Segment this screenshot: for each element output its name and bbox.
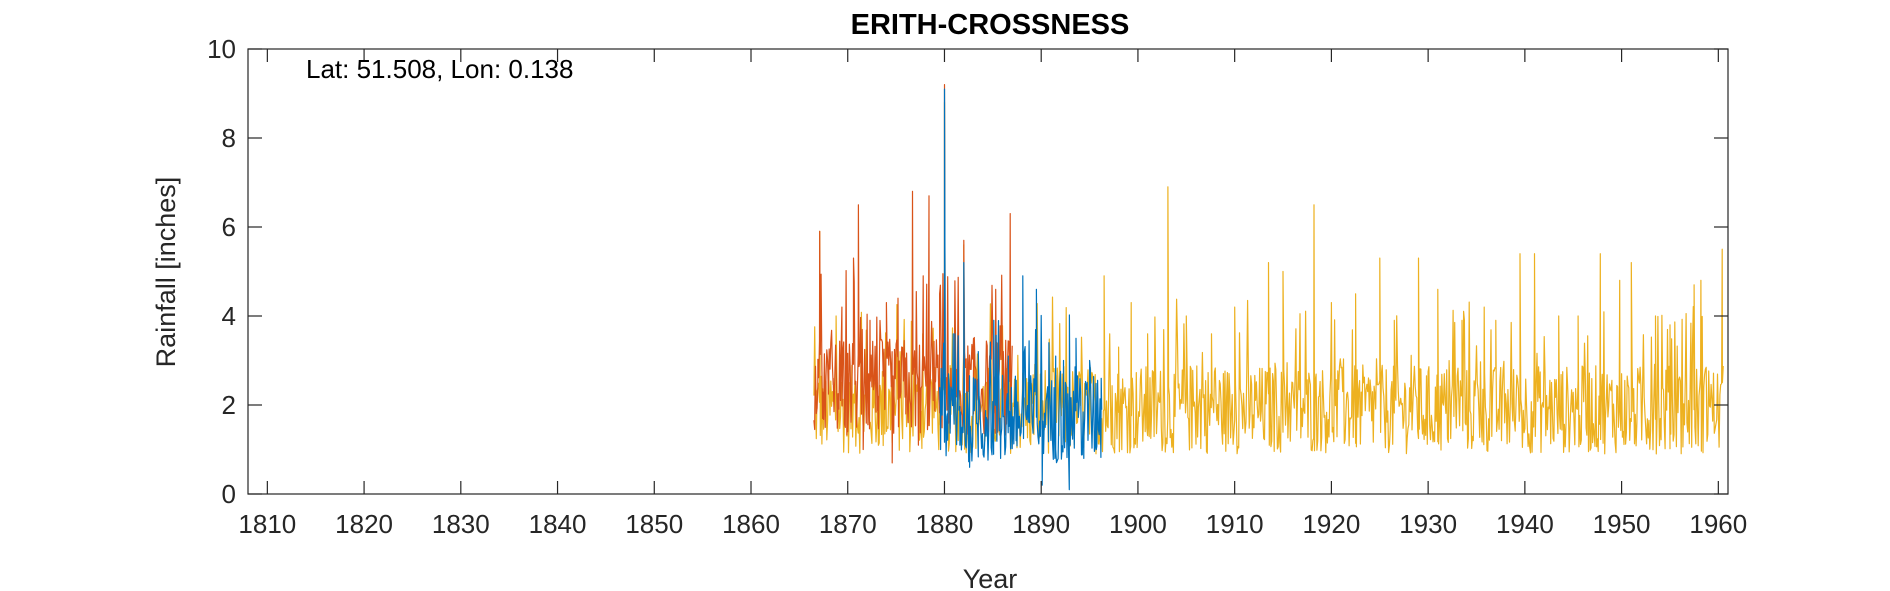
plot-area bbox=[813, 84, 1724, 491]
x-tick-label: 1810 bbox=[238, 509, 296, 539]
y-tick-label: 2 bbox=[222, 390, 236, 420]
y-axis: 0 2 4 6 8 10 bbox=[207, 34, 1728, 509]
axes-box bbox=[247, 48, 1729, 495]
x-tick-label: 1930 bbox=[1399, 509, 1457, 539]
x-tick-label: 1860 bbox=[722, 509, 780, 539]
x-tick-label: 1900 bbox=[1109, 509, 1167, 539]
x-tick-label: 1940 bbox=[1496, 509, 1554, 539]
x-tick-label: 1820 bbox=[335, 509, 393, 539]
y-tick-label: 0 bbox=[222, 479, 236, 509]
y-tick-label: 10 bbox=[207, 34, 236, 64]
x-tick-label: 1830 bbox=[432, 509, 490, 539]
series-line bbox=[939, 88, 1103, 491]
x-tick-label: 1890 bbox=[1012, 509, 1070, 539]
x-tick-label: 1850 bbox=[625, 509, 683, 539]
series-line bbox=[813, 101, 1724, 455]
x-tick-label: 1920 bbox=[1302, 509, 1360, 539]
x-tick-label: 1960 bbox=[1689, 509, 1747, 539]
y-tick-label: 4 bbox=[222, 301, 236, 331]
chart-title: ERITH-CROSSNESS bbox=[851, 9, 1130, 41]
y-tick-label: 8 bbox=[222, 123, 236, 153]
y-tick-label: 6 bbox=[222, 212, 236, 242]
x-tick-label: 1840 bbox=[529, 509, 587, 539]
y-axis-label: Rainfall [inches] bbox=[151, 177, 181, 368]
location-annotation: Lat: 51.508, Lon: 0.138 bbox=[306, 54, 573, 84]
x-axis: 1810 1820 1830 1840 1850 1860 1870 1880 1890 1900… bbox=[238, 49, 1747, 539]
x-tick-label: 1910 bbox=[1206, 509, 1264, 539]
x-tick-label: 1950 bbox=[1593, 509, 1651, 539]
x-tick-label: 1870 bbox=[819, 509, 877, 539]
x-axis-label: Year bbox=[963, 564, 1018, 591]
x-tick-label: 1880 bbox=[916, 509, 974, 539]
